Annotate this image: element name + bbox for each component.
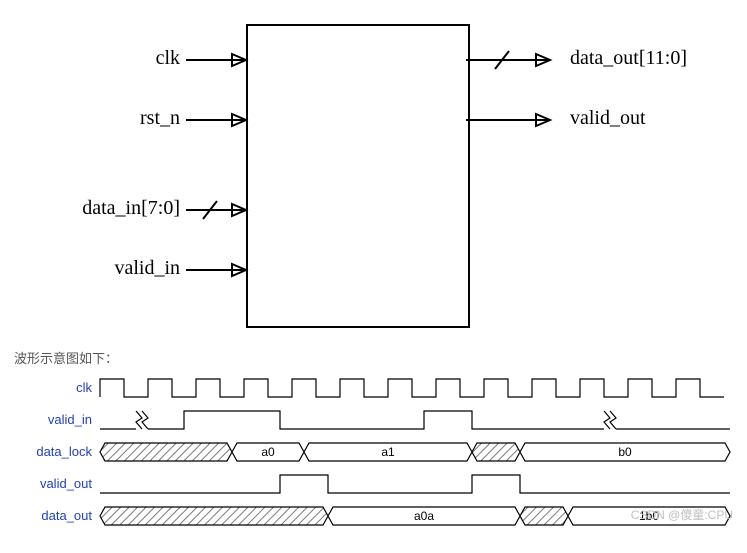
timing-diagram: a0a1b0a0a1b0 clkvalid_indata_lockvalid_o… (10, 371, 737, 541)
block-diagram: clk rst_n data_in[7:0] valid_in data_out[11:… (10, 10, 737, 340)
waveform-caption: 波形示意图如下： (14, 348, 747, 367)
input-label-3: valid_in (114, 257, 180, 280)
input-label-0: clk (156, 47, 180, 70)
svg-text:a0a: a0a (414, 509, 434, 523)
svg-text:b0: b0 (618, 445, 632, 459)
input-label-2: data_in[7:0] (82, 197, 180, 220)
input-label-1: rst_n (140, 107, 180, 130)
timing-svg: a0a1b0a0a1b0 (10, 371, 737, 541)
signal-label-data_lock: data_lock (14, 444, 92, 459)
signal-label-valid_in: valid_in (14, 412, 92, 427)
watermark: CSDN @傻童:CPU (631, 506, 733, 523)
svg-text:a0: a0 (261, 445, 275, 459)
output-label-0: data_out[11:0] (570, 47, 687, 70)
signal-label-data_out: data_out (14, 508, 92, 523)
svg-text:a1: a1 (381, 445, 395, 459)
signal-label-clk: clk (14, 380, 92, 395)
signal-label-valid_out: valid_out (14, 476, 92, 491)
output-label-1: valid_out (570, 107, 646, 130)
